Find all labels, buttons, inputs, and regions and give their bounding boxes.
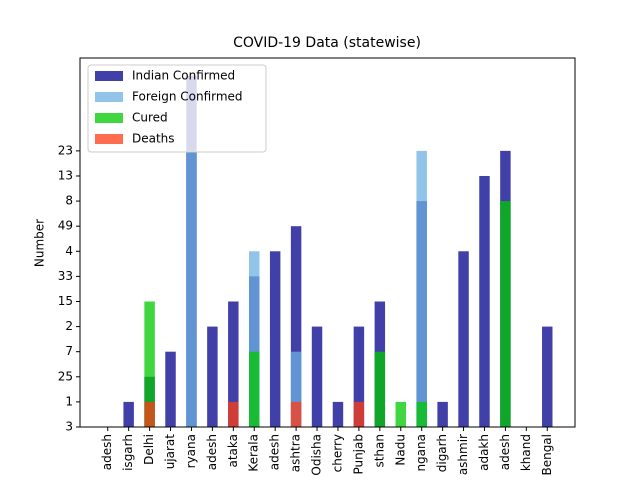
x-tick-label: adesh (100, 434, 114, 470)
bar (269, 251, 281, 427)
bar (500, 201, 511, 427)
bar (290, 401, 302, 427)
bar (249, 351, 260, 427)
y-tick-label: 3 (65, 420, 73, 434)
bar (479, 175, 490, 427)
x-tick-label: isgarh (121, 434, 135, 471)
bar (228, 301, 239, 427)
bar (144, 401, 155, 427)
bar (249, 251, 260, 427)
legend-swatch (95, 134, 123, 144)
x-tick-label: Odisha (310, 434, 324, 476)
y-tick-label: 2 (65, 319, 73, 333)
x-tick-label: adesh (268, 434, 282, 470)
y-tick-label: 8 (65, 194, 73, 208)
bar (395, 401, 406, 427)
bar (416, 150, 427, 427)
y-axis-label: Number (33, 219, 47, 267)
bar (144, 301, 155, 427)
bar (207, 326, 218, 427)
bar (290, 226, 302, 427)
legend-label: Foreign Confirmed (132, 90, 243, 104)
legend: Indian Confirmed Foreign Confirmed Cured De… (87, 64, 267, 153)
x-tick-label: Delhi (142, 434, 156, 465)
x-tick-label: ujarat (163, 434, 177, 470)
x-tick-label: Kerala (247, 434, 261, 472)
bar (374, 351, 386, 427)
x-tick-label: adakh (477, 434, 491, 471)
x-tick-label: Nadu (393, 434, 407, 466)
y-tick-label: 25 (58, 369, 73, 383)
chart-title: COVID-19 Data (statewise) (233, 35, 421, 51)
bar (353, 401, 365, 427)
legend-box (87, 64, 267, 153)
y-tick-label: 7 (65, 344, 73, 358)
x-tick-label: ngana (414, 434, 428, 472)
legend-swatch (95, 113, 123, 123)
x-tick-label: adesh (205, 434, 219, 470)
bar (353, 326, 365, 427)
bar (290, 351, 302, 427)
bar (332, 401, 344, 427)
bar (542, 326, 553, 427)
bar (123, 401, 134, 427)
x-tick-label: ashmir (456, 434, 470, 475)
plot-frame (79, 57, 576, 428)
y-tick-label: 13 (58, 168, 73, 182)
bar (416, 401, 427, 427)
legend-swatch (95, 71, 123, 81)
bar (458, 251, 469, 427)
x-tick-label: sthan (372, 434, 386, 468)
x-tick-label: cherry (330, 434, 344, 472)
y-tick-label: 23 (58, 143, 73, 157)
y-tick-label: 4 (65, 244, 73, 258)
bar (311, 326, 323, 427)
y-tick-label: 33 (58, 269, 73, 283)
bar (228, 401, 239, 427)
y-tick-label: 49 (58, 219, 73, 233)
x-tick-label: digarh (435, 434, 449, 472)
legend-label: Deaths (132, 132, 175, 146)
bar (186, 150, 197, 427)
legend-label: Cured (132, 111, 168, 125)
x-tick-label: adesh (498, 434, 512, 470)
legend-swatch (95, 92, 123, 102)
x-tick-label: khand (519, 434, 533, 471)
bar (165, 351, 176, 427)
x-tick-label: Bengal (540, 434, 554, 476)
bar (437, 401, 448, 427)
x-tick-label: Punjab (351, 434, 365, 475)
x-tick-label: ryana (184, 434, 198, 468)
x-tick-label: ashtra (289, 434, 303, 472)
legend-label: Indian Confirmed (132, 69, 235, 83)
y-tick-label: 1 (65, 394, 73, 408)
y-tick-label: 15 (58, 294, 73, 308)
x-tick-label: ataka (226, 434, 240, 468)
